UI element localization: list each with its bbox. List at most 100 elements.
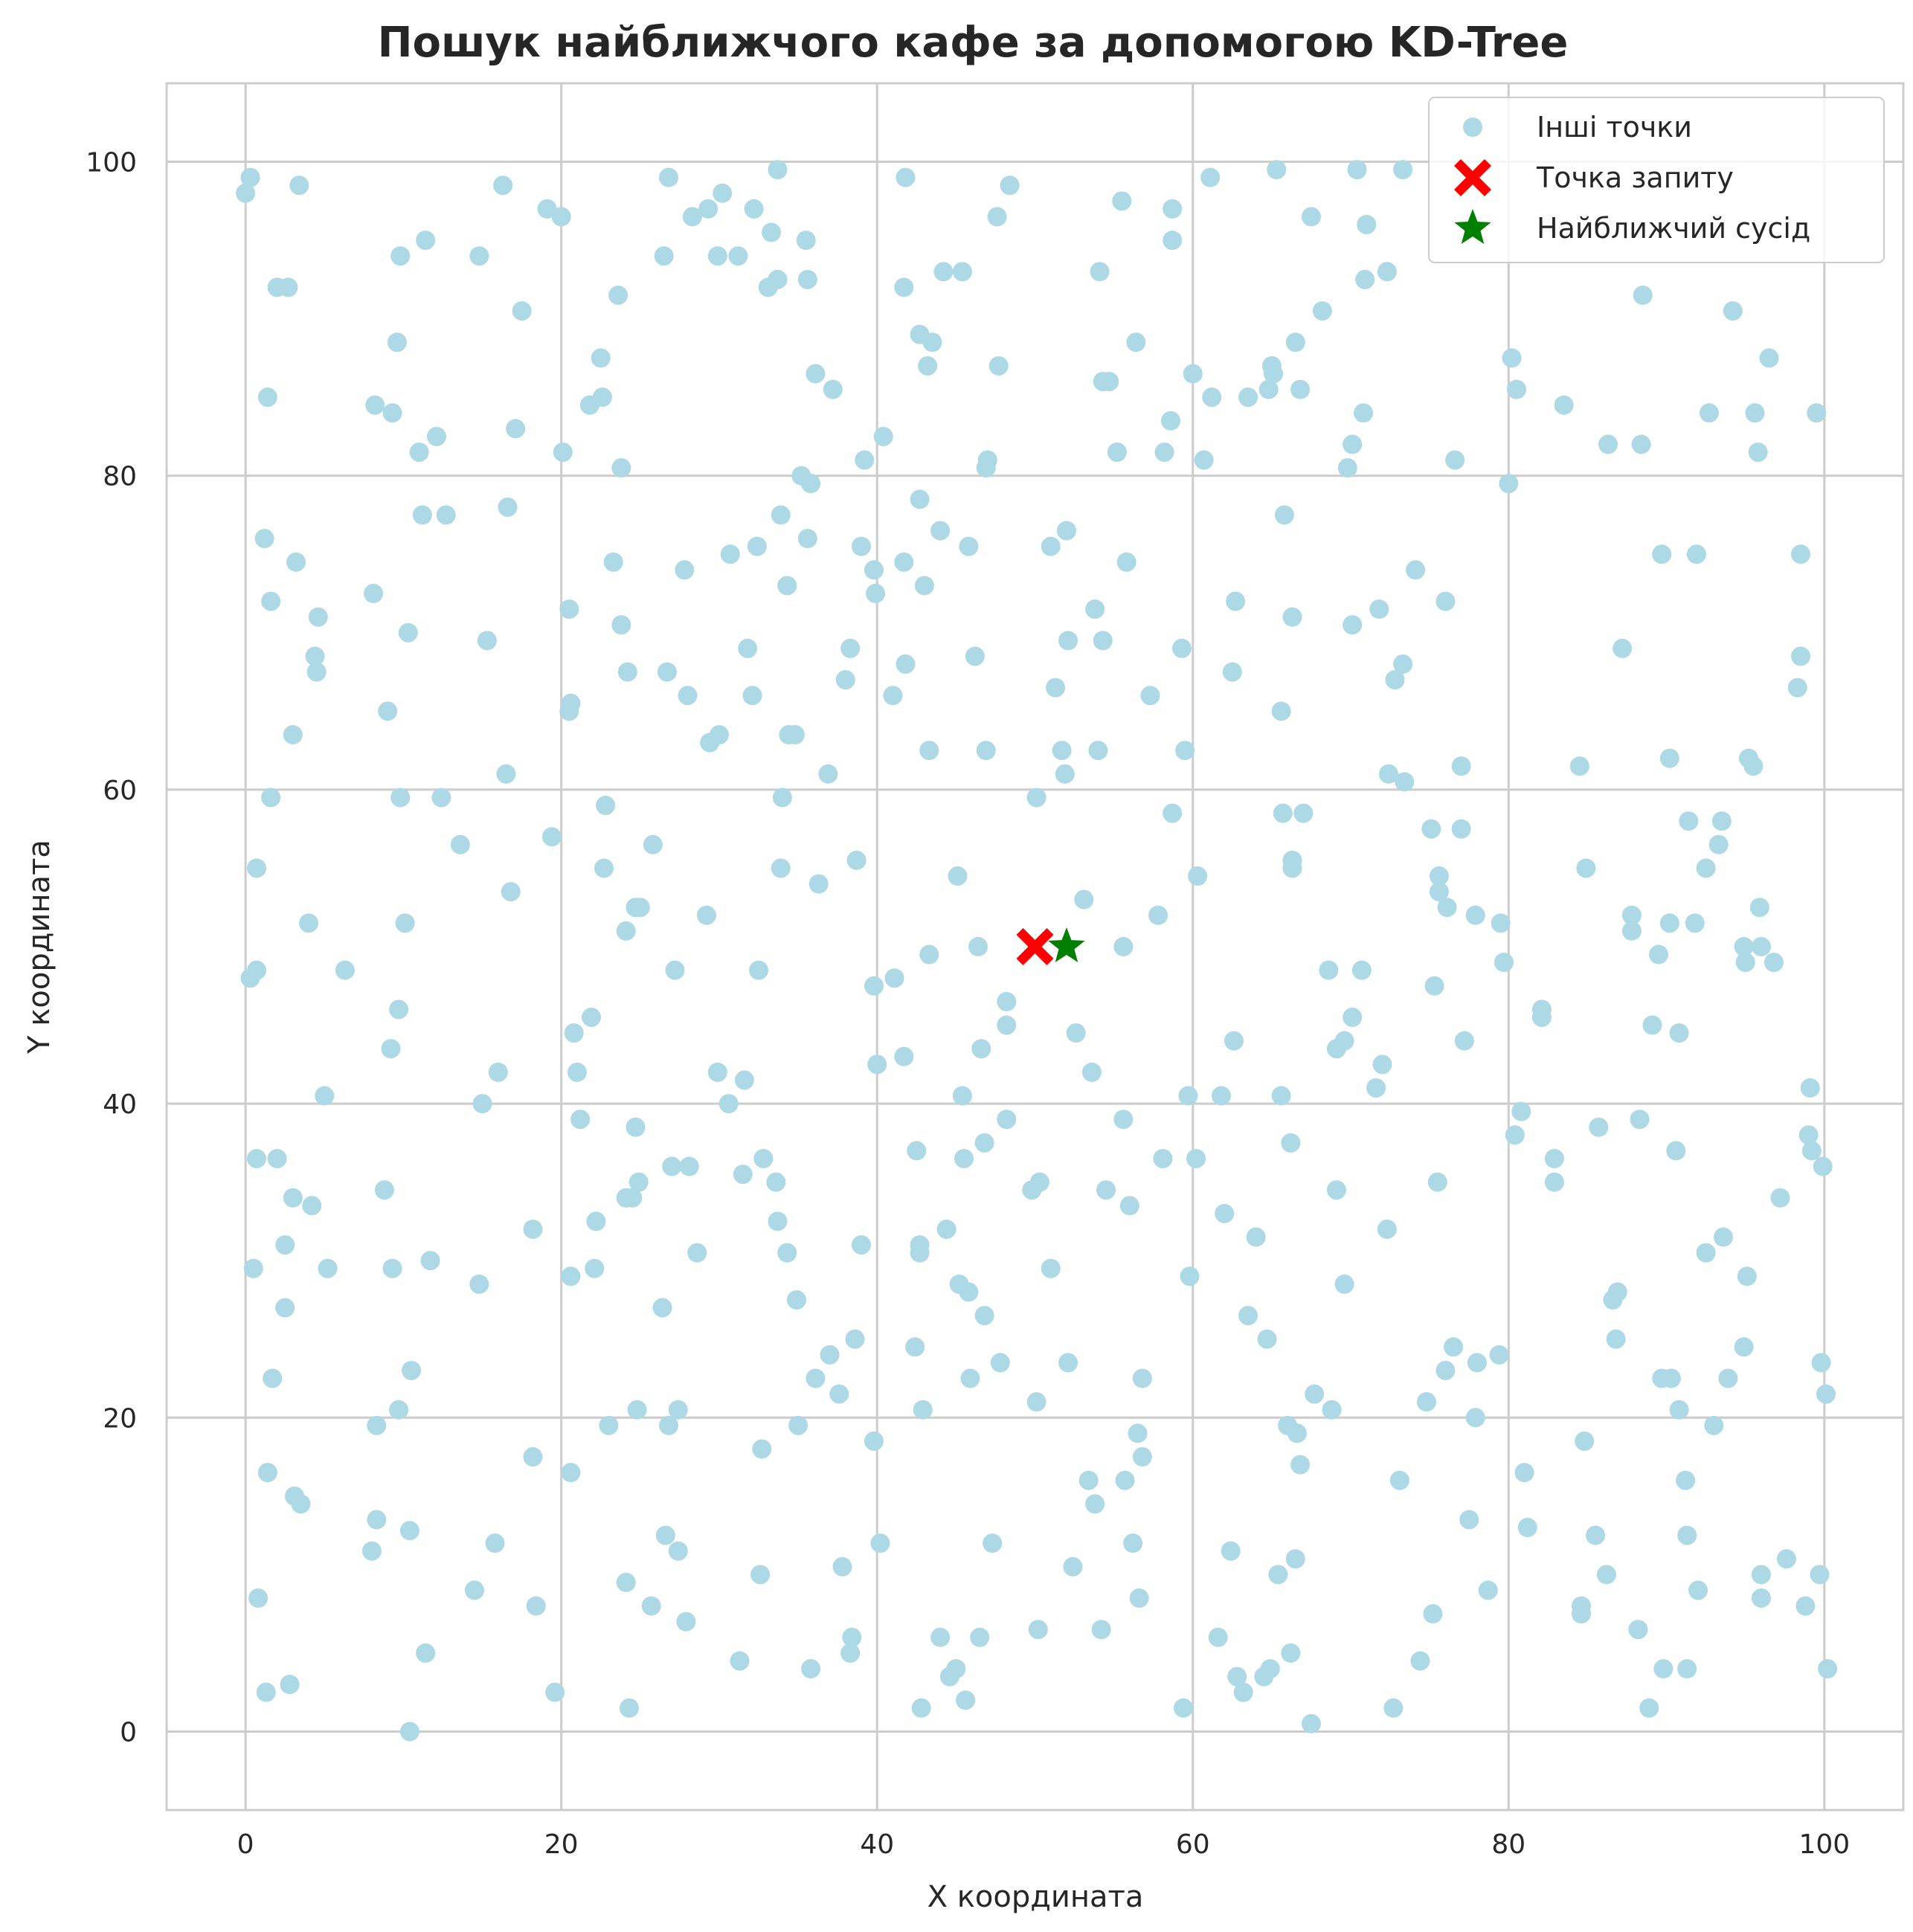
other-point [626,1117,646,1137]
x-tick-label: 40 [860,1829,894,1860]
y-tick-label: 40 [103,1089,137,1120]
other-point [1677,1659,1697,1679]
legend-label: Точка запиту [1536,161,1734,194]
other-point [416,231,436,251]
other-point [1091,1620,1111,1640]
legend: Інші точки Точка запиту Найближчий сусід [1428,97,1885,263]
other-point [1596,1565,1616,1585]
other-point [1383,1698,1404,1718]
other-point [1621,905,1642,925]
other-point [1238,387,1258,408]
other-point [1271,701,1291,721]
other-point [1271,1086,1291,1106]
other-point [1238,1306,1258,1326]
other-point [696,905,716,925]
other-point [361,1541,382,1561]
other-point [707,1062,727,1082]
other-point [1718,1368,1738,1388]
other-point [1215,1203,1235,1223]
other-point [1222,662,1242,682]
other-point [730,1651,750,1671]
other-point [390,246,411,266]
other-point [797,529,817,549]
other-point [1264,364,1284,384]
other-point [1221,1541,1241,1561]
other-point [1653,1659,1674,1679]
other-point [997,1110,1017,1130]
other-point [744,199,764,219]
other-point [952,1086,972,1106]
other-point [1423,1604,1443,1624]
other-point [768,160,788,180]
legend-label: Найближчий сусід [1537,212,1810,245]
other-point [971,1039,991,1059]
other-point [586,1211,606,1231]
other-point [628,1172,649,1192]
other-point [910,1243,930,1263]
other-point [561,693,581,713]
other-point [469,246,489,266]
other-point [1200,167,1221,187]
other-point [1085,1494,1105,1514]
other-point [592,387,612,408]
other-point [275,1298,295,1318]
other-point [1494,953,1514,973]
other-point [1343,615,1363,635]
other-point [318,1258,338,1278]
other-point [687,1243,707,1263]
other-point [553,442,573,463]
other-point [1465,1408,1485,1428]
other-point [930,521,951,541]
other-point [796,231,816,251]
other-point [263,1368,283,1388]
other-point [1748,442,1768,463]
other-point [970,1627,990,1647]
other-point [808,874,829,894]
other-point [960,1368,980,1388]
other-point [1807,403,1827,423]
other-point [608,285,628,305]
other-point [1511,1101,1531,1121]
other-point [952,262,972,282]
other-point [914,576,934,596]
other-point [1743,756,1764,776]
other-point [1186,1148,1206,1168]
other-point [720,544,740,564]
other-point [367,1415,387,1435]
other-point [537,199,557,219]
other-point [1389,1470,1409,1490]
other-point [1088,741,1108,761]
other-point [1708,834,1729,854]
other-point [387,332,407,352]
other-point [1334,1274,1354,1294]
other-point [1163,199,1183,219]
other-point [1312,301,1332,321]
other-point [1816,1384,1836,1404]
other-point [1606,1329,1626,1349]
other-point [1301,1713,1321,1733]
other-point [801,474,821,494]
other-point [1776,1549,1796,1569]
other-point [382,403,402,423]
other-point [1723,301,1743,321]
other-point [734,1070,754,1090]
other-point [1679,811,1699,831]
other-point [1081,1062,1102,1082]
other-point [1544,1148,1564,1168]
x-tick-label: 100 [1799,1829,1851,1860]
other-point [1293,803,1314,823]
other-point [896,654,916,674]
other-point [561,1463,581,1483]
other-point [596,796,616,816]
other-point [657,662,677,682]
other-point [246,1148,266,1168]
other-point [585,1258,605,1278]
other-point [1171,638,1192,658]
other-point [956,1690,976,1710]
other-point [616,1572,636,1592]
other-point [852,1235,871,1255]
other-point [248,1588,269,1609]
other-point [591,348,611,368]
other-point [1451,819,1471,839]
